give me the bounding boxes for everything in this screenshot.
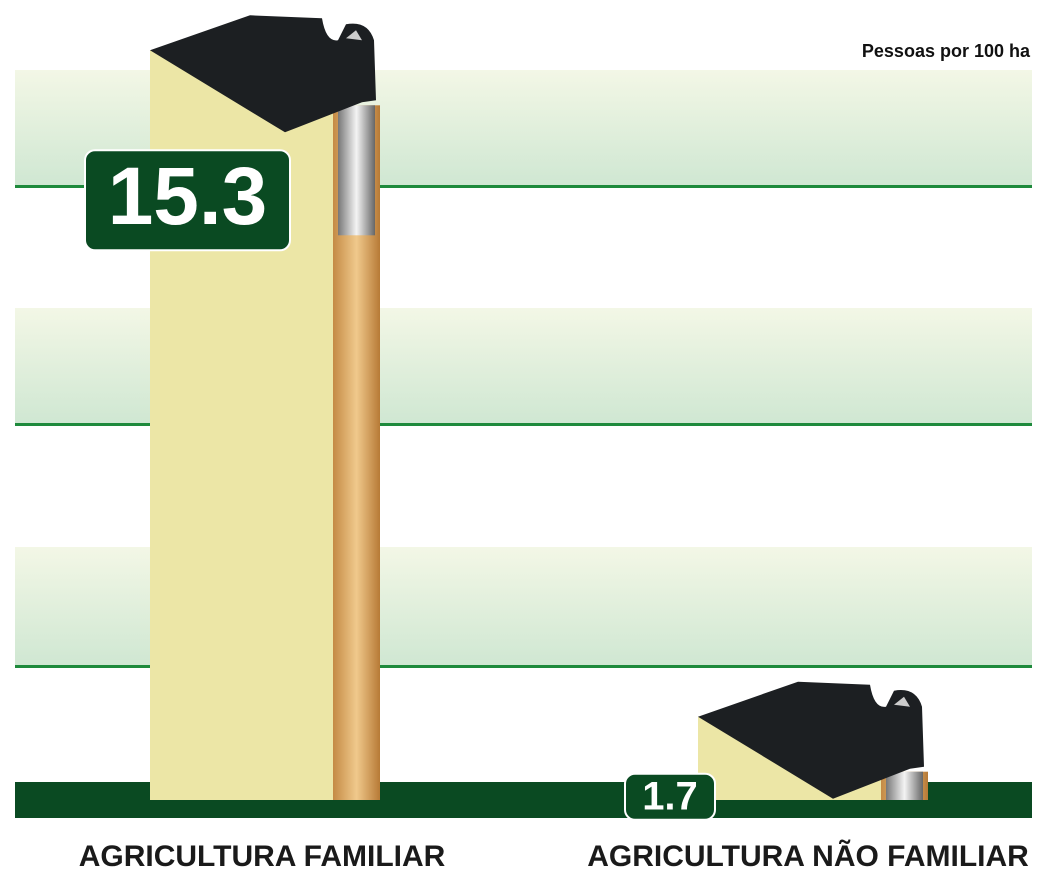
hoe-eye xyxy=(346,30,362,41)
value-label-box xyxy=(624,772,716,821)
hoe-eye xyxy=(894,696,910,707)
hoe-blade xyxy=(698,681,924,799)
x-tick-label: AGRICULTURA FAMILIAR xyxy=(79,840,446,873)
value-label: 1.7 xyxy=(642,774,698,818)
value-label-box xyxy=(84,149,291,252)
hoe xyxy=(150,15,380,801)
hoe-ferrule xyxy=(338,105,375,236)
x-tick-label: AGRICULTURA NÃO FAMILIAR xyxy=(587,839,1029,873)
value-label: 15.3 xyxy=(108,151,268,242)
hoe-ferrule xyxy=(886,771,923,800)
hoe-blade xyxy=(150,15,376,133)
hoe xyxy=(698,681,928,800)
plot: 15.3 AGRICULTURA FAMILIAR 1.7 AGRICULTURA N… xyxy=(79,15,1029,873)
unit-label: Pessoas por 100 ha xyxy=(862,41,1031,61)
